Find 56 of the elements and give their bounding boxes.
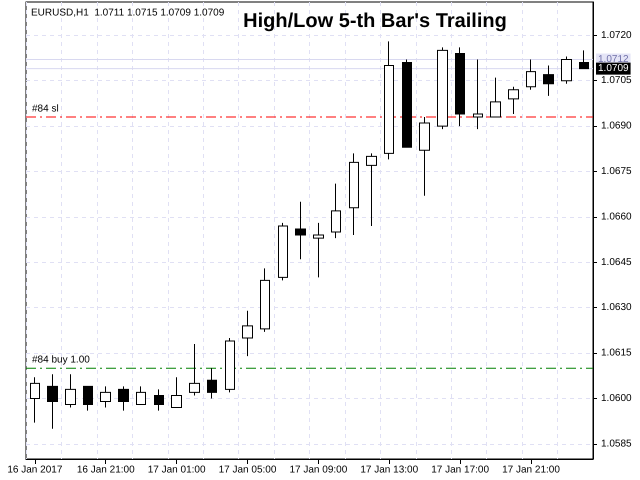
candlestick bbox=[561, 56, 572, 84]
candlestick bbox=[437, 46, 448, 130]
candlestick bbox=[402, 59, 412, 148]
y-tick-label: 1.0720 bbox=[601, 30, 632, 41]
candlestick bbox=[455, 46, 465, 127]
candlestick bbox=[349, 152, 359, 236]
y-tick-label: 1.0690 bbox=[601, 120, 632, 132]
candlestick bbox=[508, 86, 519, 114]
y-tick-label: 1.0630 bbox=[601, 302, 632, 314]
x-tick-label: 17 Jan 17:00 bbox=[431, 464, 490, 476]
candlestick bbox=[278, 222, 288, 281]
candlestick bbox=[154, 388, 164, 412]
x-tick-label: 16 Jan 21:00 bbox=[76, 464, 136, 476]
y-tick-label: 1.0660 bbox=[601, 211, 632, 222]
x-tick-label: 17 Jan 21:00 bbox=[502, 464, 560, 476]
x-tick-label: 17 Jan 13:00 bbox=[360, 464, 419, 476]
candlestick bbox=[65, 374, 76, 408]
candlestick bbox=[473, 59, 483, 130]
candlestick bbox=[225, 337, 235, 393]
ref-line-label: 1.0712 bbox=[598, 54, 630, 66]
candlestick bbox=[543, 65, 554, 96]
candlestick bbox=[526, 59, 536, 90]
candlestick bbox=[384, 40, 394, 160]
candlestick bbox=[490, 77, 501, 118]
ref-line-label: #84 buy 1.00 bbox=[32, 354, 90, 366]
candlestick bbox=[331, 183, 341, 239]
candlestick bbox=[47, 374, 58, 430]
candlestick bbox=[100, 386, 111, 408]
y-tick-label: 1.0675 bbox=[601, 166, 632, 177]
candlestick bbox=[118, 386, 129, 412]
candlestick bbox=[30, 376, 40, 424]
candlestick bbox=[136, 386, 146, 406]
candlestick bbox=[189, 343, 200, 396]
y-tick-label: 1.0600 bbox=[601, 392, 632, 404]
candlestick bbox=[366, 152, 377, 226]
candlestick bbox=[207, 368, 217, 399]
ref-line-label: 1.0709 bbox=[598, 63, 630, 74]
candlestick bbox=[242, 310, 253, 357]
annotation: EURUSD,H1 1.0711 1.0715 1.0709 1.0709 bbox=[31, 8, 225, 18]
candlestick bbox=[579, 50, 589, 70]
candlestick bbox=[83, 386, 93, 412]
chart-title: High/Low 5-th Bar's Trailing bbox=[243, 10, 507, 32]
x-tick-label: 17 Jan 05:00 bbox=[218, 464, 277, 476]
ref-line-label: #84 sl bbox=[32, 104, 59, 115]
x-tick-label: 17 Jan 01:00 bbox=[148, 464, 206, 476]
candlestick bbox=[313, 222, 324, 278]
y-tick-label: 1.0645 bbox=[601, 256, 632, 268]
candlestick bbox=[419, 116, 430, 196]
y-tick-label: 1.0705 bbox=[601, 75, 632, 86]
y-tick-label: 1.0615 bbox=[601, 348, 632, 359]
y-tick-label: 1.0585 bbox=[601, 438, 632, 450]
x-tick-label: 16 Jan 2017 bbox=[7, 464, 63, 476]
candlestick bbox=[260, 268, 270, 332]
candlestick bbox=[295, 201, 306, 260]
x-tick-label: 17 Jan 09:00 bbox=[289, 464, 348, 476]
candlestick bbox=[171, 376, 182, 408]
